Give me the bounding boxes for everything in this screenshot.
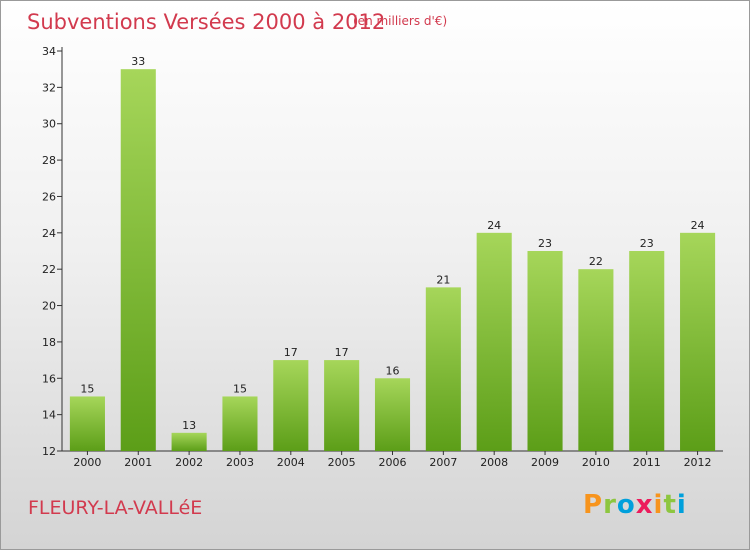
- data-label: 15: [233, 382, 247, 395]
- x-tick-label: 2006: [379, 456, 407, 469]
- bar: [222, 396, 258, 451]
- data-label: 24: [487, 219, 501, 232]
- x-tick-label: 2004: [277, 456, 305, 469]
- brand-letter: x: [635, 490, 654, 520]
- data-label: 33: [131, 55, 145, 68]
- data-label: 17: [284, 346, 298, 359]
- place-name: FLEURY-LA-VALLéE: [28, 497, 203, 519]
- x-tick-label: 2008: [480, 456, 508, 469]
- y-tick-label: 32: [42, 81, 56, 94]
- bar: [527, 251, 563, 451]
- y-tick-label: 18: [42, 336, 56, 349]
- chart-title: Subventions Versées 2000 à 2012: [27, 10, 386, 34]
- data-label: 22: [589, 255, 603, 268]
- y-tick-label: 14: [42, 409, 56, 422]
- x-tick-label: 2001: [124, 456, 152, 469]
- data-label: 16: [386, 364, 400, 377]
- brand-letter: t: [663, 490, 677, 520]
- y-tick-label: 34: [42, 45, 56, 58]
- bar: [273, 360, 309, 451]
- bar: [120, 69, 156, 451]
- data-label: 15: [80, 382, 94, 395]
- x-tick-label: 2002: [175, 456, 203, 469]
- y-tick-label: 16: [42, 372, 56, 385]
- x-tick-label: 2010: [582, 456, 610, 469]
- brand-letter: P: [583, 490, 604, 520]
- bar: [476, 232, 512, 451]
- bars: 15 33 13 15 17 17 16 21 24 23 22 23 24: [69, 55, 716, 451]
- x-tick-label: 2012: [684, 456, 712, 469]
- y-tick-label: 12: [42, 445, 56, 458]
- bar: [578, 269, 614, 451]
- brand-letter: r: [603, 490, 617, 520]
- bar: [629, 251, 665, 451]
- bar: [680, 232, 716, 451]
- bar: [69, 396, 105, 451]
- data-label: 24: [691, 219, 705, 232]
- axes: 12 14 16 18 20 22 24 26 28 30 32 34 2000 2001 2002 2003…: [42, 45, 723, 469]
- data-label: 17: [335, 346, 349, 359]
- y-tick-label: 22: [42, 263, 56, 276]
- x-tick-label: 2005: [328, 456, 356, 469]
- y-tick-label: 20: [42, 300, 56, 313]
- y-tick-label: 30: [42, 118, 56, 131]
- bar: [171, 432, 207, 451]
- x-tick-label: 2007: [429, 456, 457, 469]
- x-tick-label: 2000: [73, 456, 101, 469]
- y-tick-label: 28: [42, 154, 56, 167]
- data-label: 13: [182, 419, 196, 432]
- x-tick-label: 2003: [226, 456, 254, 469]
- bar: [425, 287, 461, 451]
- data-label: 23: [640, 237, 654, 250]
- unit-note: (en milliers d'€): [353, 14, 448, 28]
- x-tick-label: 2009: [531, 456, 559, 469]
- brand-letter: i: [676, 490, 687, 520]
- brand-logo: Proxiti: [583, 490, 687, 520]
- x-tick-label: 2011: [633, 456, 661, 469]
- data-label: 23: [538, 237, 552, 250]
- brand-letter: o: [616, 490, 636, 520]
- brand-letter: i: [653, 490, 664, 520]
- bar: [324, 360, 360, 451]
- bar: [374, 378, 411, 451]
- y-tick-label: 24: [42, 227, 56, 240]
- data-label: 21: [436, 273, 450, 286]
- y-tick-label: 26: [42, 190, 56, 203]
